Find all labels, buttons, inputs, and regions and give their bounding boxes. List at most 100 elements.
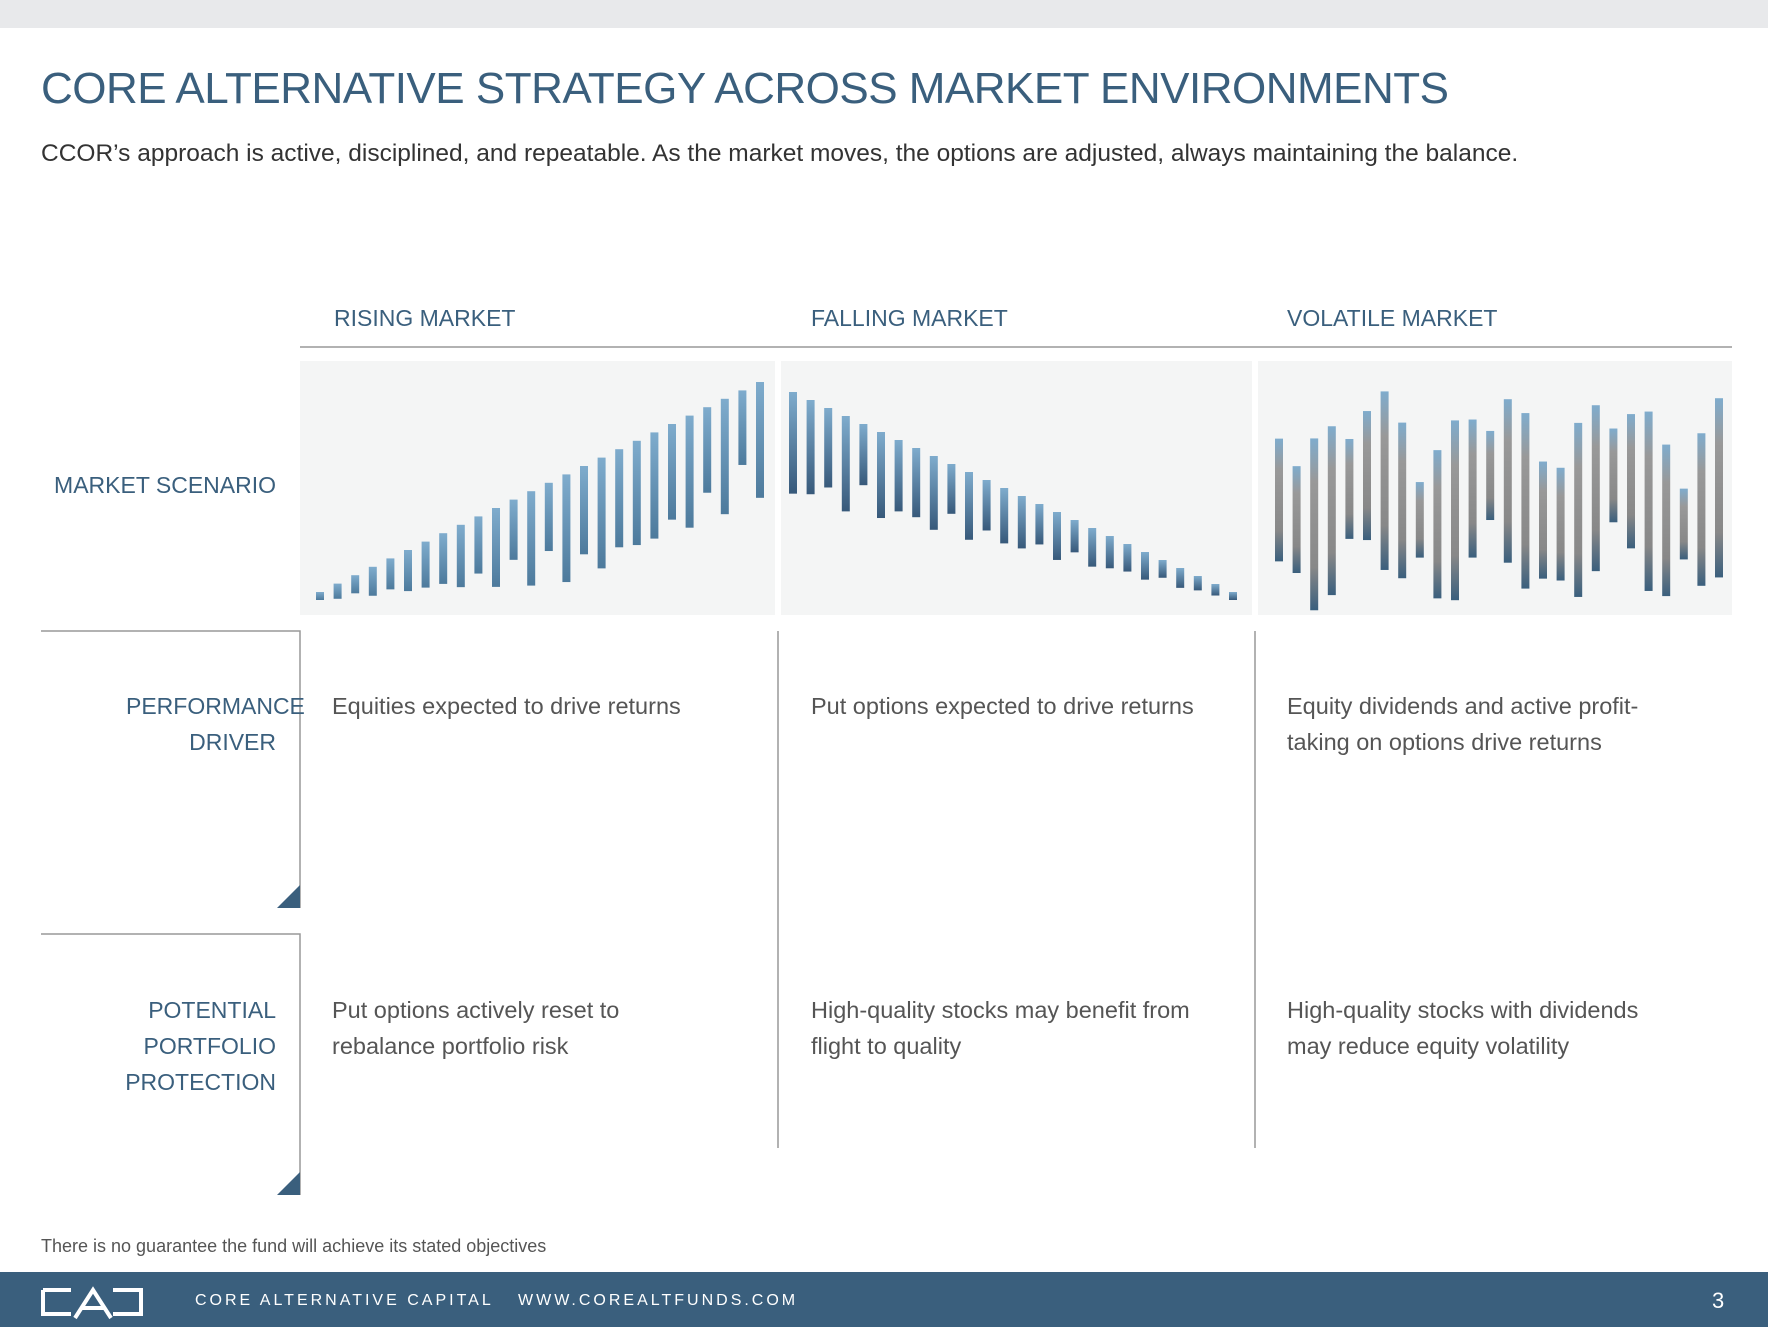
decor-bar <box>965 472 973 540</box>
decor-bar <box>562 474 571 583</box>
decor-bar <box>351 575 360 594</box>
decor-bar <box>1000 488 1009 544</box>
company-name: CORE ALTERNATIVE CAPITAL <box>195 1292 494 1309</box>
footer-bar <box>0 1272 1768 1327</box>
corner-mark <box>277 1172 300 1195</box>
decor-bar <box>1035 504 1044 545</box>
decor-bar <box>1627 414 1635 549</box>
cell-text: Equities expected to drive returns <box>332 693 681 719</box>
panel <box>300 361 775 615</box>
decor-bar <box>929 456 938 530</box>
row-label: PERFORMANCE DRIVER <box>126 693 305 755</box>
decor-bar <box>947 464 956 514</box>
decor-bar <box>1503 399 1512 563</box>
decor-bar <box>1415 482 1424 558</box>
decor-bar <box>316 592 324 600</box>
decor-bar <box>597 457 606 569</box>
column-header: FALLING MARKET <box>811 305 1008 331</box>
decor-bar <box>1380 391 1389 570</box>
row-bracket <box>41 933 301 1195</box>
decor-bar <box>824 408 833 488</box>
decor-bar <box>1193 576 1202 591</box>
decor-bar <box>439 533 448 584</box>
decor-bar <box>1644 411 1653 591</box>
decor-bar <box>1088 528 1097 567</box>
decor-bar <box>1292 466 1301 574</box>
decor-bar <box>877 432 885 519</box>
decor-bar <box>1070 520 1079 553</box>
decor-bar <box>1556 467 1565 581</box>
decor-bar <box>1662 444 1671 597</box>
decor-bar <box>1451 420 1459 601</box>
decor-bar <box>1158 560 1167 578</box>
cell-text: High-quality stocks with dividends may r… <box>1287 997 1639 1059</box>
decor-bar <box>1433 450 1442 599</box>
decor-bar <box>1679 488 1688 560</box>
decor-bar <box>1697 433 1706 586</box>
decor-bar <box>404 550 412 592</box>
logo <box>41 1286 143 1320</box>
decor-bar <box>492 508 500 587</box>
decor-bar <box>841 416 850 512</box>
cell-text: High-quality stocks may benefit from fli… <box>811 997 1190 1059</box>
subtitle: CCOR’s approach is active, disciplined, … <box>41 140 1519 167</box>
decor-bar <box>527 491 536 586</box>
decor-bar <box>703 407 712 493</box>
decor-bar <box>1327 426 1336 596</box>
decor-bar <box>982 480 991 531</box>
decor-bar <box>1310 438 1319 611</box>
decor-bar <box>474 516 483 574</box>
decor-bar <box>1141 552 1149 580</box>
decor-bar <box>1521 413 1530 589</box>
panel <box>781 361 1252 615</box>
decor-bar <box>1105 536 1114 569</box>
decor-bar <box>1017 496 1026 549</box>
decor-bar <box>333 583 342 599</box>
decor-bar <box>1229 592 1237 600</box>
top-band <box>0 0 1768 28</box>
decor-bar <box>1123 544 1132 572</box>
decor-bar <box>456 524 465 588</box>
panel <box>1258 361 1732 615</box>
decor-bar <box>912 448 921 518</box>
decor-bar <box>1176 568 1185 588</box>
cell-text: Put options expected to drive returns <box>811 693 1194 719</box>
row-label: MARKET SCENARIO <box>54 472 276 498</box>
decor-bar <box>789 392 797 494</box>
decor-bar <box>650 432 659 539</box>
decor-bar <box>544 482 553 552</box>
decor-bar <box>738 390 747 465</box>
cell-text: Equity dividends and active profit-takin… <box>1287 693 1639 755</box>
disclaimer: There is no guarantee the fund will achi… <box>41 1236 547 1256</box>
decor-bar <box>1053 512 1061 560</box>
decor-bar <box>1539 461 1547 579</box>
decor-bar <box>685 415 694 528</box>
decor-bar <box>368 566 377 596</box>
decor-bar <box>806 400 815 495</box>
decor-bar <box>894 440 903 512</box>
column-header: RISING MARKET <box>334 305 516 331</box>
decor-bar <box>1275 438 1283 562</box>
corner-mark <box>277 885 300 908</box>
decor-bar <box>421 541 430 588</box>
decor-bar <box>1574 422 1583 597</box>
decor-bar <box>756 382 764 498</box>
decor-bar <box>1591 405 1600 572</box>
decor-bar <box>720 398 729 515</box>
decor-bar <box>1609 428 1618 523</box>
row-label: POTENTIAL PORTFOLIO PROTECTION <box>125 997 276 1095</box>
decor-bar <box>1211 584 1220 596</box>
decor-bar <box>632 440 641 546</box>
decor-bar <box>1715 398 1723 578</box>
decor-bar <box>386 558 395 590</box>
decor-bar <box>580 466 588 555</box>
cell-text: Put options actively reset to rebalance … <box>332 997 620 1059</box>
decor-bar <box>615 449 624 548</box>
website: WWW.COREALTFUNDS.COM <box>518 1292 799 1309</box>
row-bracket <box>41 630 301 908</box>
title: CORE ALTERNATIVE STRATEGY ACROSS MARKET … <box>41 64 1449 113</box>
decor-bar <box>509 499 518 560</box>
column-header: VOLATILE MARKET <box>1287 305 1498 331</box>
